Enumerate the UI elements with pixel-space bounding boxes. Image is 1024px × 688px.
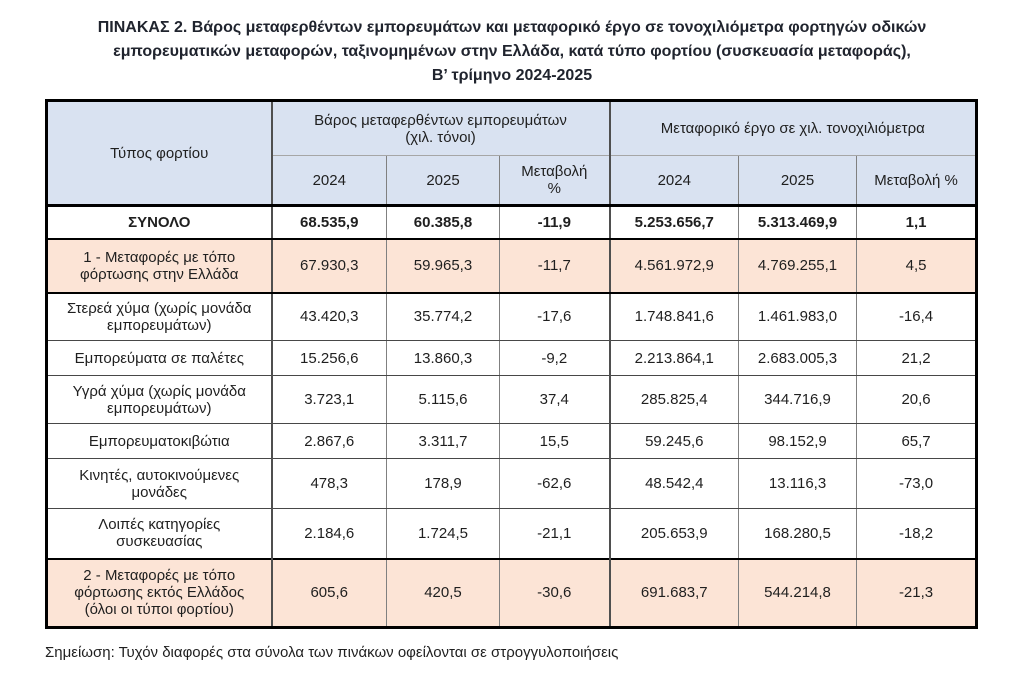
column-header-weight-2025: 2025 <box>386 155 500 207</box>
cell-value: 2.867,6 <box>270 423 387 459</box>
cell-value: 59.965,3 <box>386 237 500 294</box>
cell-value: 420,5 <box>386 557 500 629</box>
table-row: Εμπορευματοκιβώτια 2.867,6 3.311,7 15,5 … <box>46 423 977 459</box>
cell-value: 3.723,1 <box>270 375 387 424</box>
row-label: 2 - Μεταφορές με τόπο φόρτωσης εκτός Ελλ… <box>46 557 272 629</box>
cell-value: 5.313.469,9 <box>738 204 857 240</box>
title-line-1: ΠΙΝΑΚΑΣ 2. Βάρος μεταφερθέντων εμπορευμά… <box>97 19 927 36</box>
cell-value: -18,2 <box>856 508 977 559</box>
cell-value: 48.542,4 <box>608 458 739 509</box>
cell-value: 285.825,4 <box>608 375 739 424</box>
cell-value: 478,3 <box>270 458 387 509</box>
cell-value: 20,6 <box>856 375 977 424</box>
cell-value: 2.184,6 <box>270 508 387 559</box>
cell-value: 5.115,6 <box>386 375 500 424</box>
cell-value: 21,2 <box>856 340 977 376</box>
cell-value: -62,6 <box>498 458 610 509</box>
cell-value: 35.774,2 <box>386 292 500 341</box>
cell-value: -73,0 <box>856 458 977 509</box>
freight-statistics-table: Τύπος φορτίου Βάρος μεταφερθέντων εμπορε… <box>45 99 979 629</box>
row-label: Κινητές, αυτοκινούμενες μονάδες <box>46 458 272 509</box>
header-sub-row: 2024 2025 Μεταβολή % 2024 2025 Μεταβολή … <box>47 155 977 207</box>
table-row: Υγρά χύμα (χωρίς μονάδα εμπορευμάτων) 3.… <box>46 375 977 424</box>
table-row-total: ΣΥΝΟΛΟ 68.535,9 60.385,8 -11,9 5.253.656… <box>46 204 977 240</box>
row-label: Εμπορεύματα σε παλέτες <box>46 340 272 376</box>
row-label: ΣΥΝΟΛΟ <box>46 204 272 240</box>
cell-value: 15,5 <box>498 423 610 459</box>
cell-value: 43.420,3 <box>270 292 387 341</box>
table-title: ΠΙΝΑΚΑΣ 2. Βάρος μεταφερθέντων εμπορευμά… <box>72 16 952 88</box>
row-label: Υγρά χύμα (χωρίς μονάδα εμπορευμάτων) <box>46 375 272 424</box>
cell-value: 4,5 <box>856 237 977 294</box>
row-label: Στερεά χύμα (χωρίς μονάδα εμπορευμάτων) <box>46 292 272 341</box>
cell-value: 544.214,8 <box>738 557 857 629</box>
cell-value: 205.653,9 <box>608 508 739 559</box>
cell-value: 37,4 <box>498 375 610 424</box>
row-label: 1 - Μεταφορές με τόπο φόρτωσης στην Ελλά… <box>46 237 272 294</box>
table-row: Λοιπές κατηγορίες συσκευασίας 2.184,6 1.… <box>46 508 977 559</box>
table-row: Κινητές, αυτοκινούμενες μονάδες 478,3 17… <box>46 458 977 509</box>
cell-value: 1.724,5 <box>386 508 500 559</box>
column-header-tkm-2025: 2025 <box>738 155 857 207</box>
cell-value: 344.716,9 <box>738 375 857 424</box>
cell-value: -11,7 <box>498 237 610 294</box>
cell-value: 60.385,8 <box>386 204 500 240</box>
cell-value: 67.930,3 <box>270 237 387 294</box>
cell-value: 5.253.656,7 <box>608 204 739 240</box>
footnote: Σημείωση: Τυχόν διαφορές στα σύνολα των … <box>45 644 619 661</box>
cell-value: 68.535,9 <box>270 204 387 240</box>
cell-value: 13.116,3 <box>738 458 857 509</box>
table-header: Τύπος φορτίου Βάρος μεταφερθέντων εμπορε… <box>46 100 977 207</box>
cell-value: 3.311,7 <box>386 423 500 459</box>
column-header-weight-2024: 2024 <box>270 155 387 207</box>
cell-value: 2.683.005,3 <box>738 340 857 376</box>
column-header-weight-change: Μεταβολή % <box>498 155 610 207</box>
table-row-foreign: 2 - Μεταφορές με τόπο φόρτωσης εκτός Ελλ… <box>46 557 977 629</box>
cell-value: 691.683,7 <box>608 557 739 629</box>
column-header-cargo-type: Τύπος φορτίου <box>46 100 272 207</box>
cell-value: 4.561.972,9 <box>608 237 739 294</box>
cell-value: 65,7 <box>856 423 977 459</box>
row-label: Εμπορευματοκιβώτια <box>46 423 272 459</box>
header-group-row: Τύπος φορτίου Βάρος μεταφερθέντων εμπορε… <box>46 100 977 207</box>
cell-value: -30,6 <box>498 557 610 629</box>
cell-value: 178,9 <box>386 458 500 509</box>
cell-value: -11,9 <box>498 204 610 240</box>
cell-value: 1.748.841,6 <box>608 292 739 341</box>
cell-value: -17,6 <box>498 292 610 341</box>
cell-value: -21,1 <box>498 508 610 559</box>
cell-value: 13.860,3 <box>386 340 500 376</box>
table-row-domestic: 1 - Μεταφορές με τόπο φόρτωσης στην Ελλά… <box>46 237 977 294</box>
cell-value: -21,3 <box>856 557 977 629</box>
column-header-tkm-change: Μεταβολή % <box>856 155 977 207</box>
cell-value: 168.280,5 <box>738 508 857 559</box>
cell-value: -9,2 <box>498 340 610 376</box>
cell-value: 2.213.864,1 <box>608 340 739 376</box>
table-row: Στερεά χύμα (χωρίς μονάδα εμπορευμάτων) … <box>46 292 977 341</box>
cell-value: 4.769.255,1 <box>738 237 857 294</box>
cell-value: 98.152,9 <box>738 423 857 459</box>
title-line-3: Β’ τρίμηνο 2024-2025 <box>431 67 593 84</box>
table-row: Εμπορεύματα σε παλέτες 15.256,6 13.860,3… <box>46 340 977 376</box>
title-line-2: εμπορευματικών μεταφορών, ταξινομημένων … <box>113 43 911 60</box>
cell-value: 15.256,6 <box>270 340 387 376</box>
column-group-tonne-km: Μεταφορικό έργο σε χιλ. τονοχιλιόμετρα <box>608 100 977 156</box>
cell-value: 59.245,6 <box>608 423 739 459</box>
table-body: ΣΥΝΟΛΟ 68.535,9 60.385,8 -11,9 5.253.656… <box>46 204 977 629</box>
cell-value: 1.461.983,0 <box>738 292 857 341</box>
column-header-tkm-2024: 2024 <box>608 155 739 207</box>
cell-value: -16,4 <box>856 292 977 341</box>
cell-value: 1,1 <box>856 204 977 240</box>
column-group-weight: Βάρος μεταφερθέντων εμπορευμάτων (χιλ. τ… <box>270 100 610 156</box>
cell-value: 605,6 <box>270 557 387 629</box>
row-label: Λοιπές κατηγορίες συσκευασίας <box>46 508 272 559</box>
